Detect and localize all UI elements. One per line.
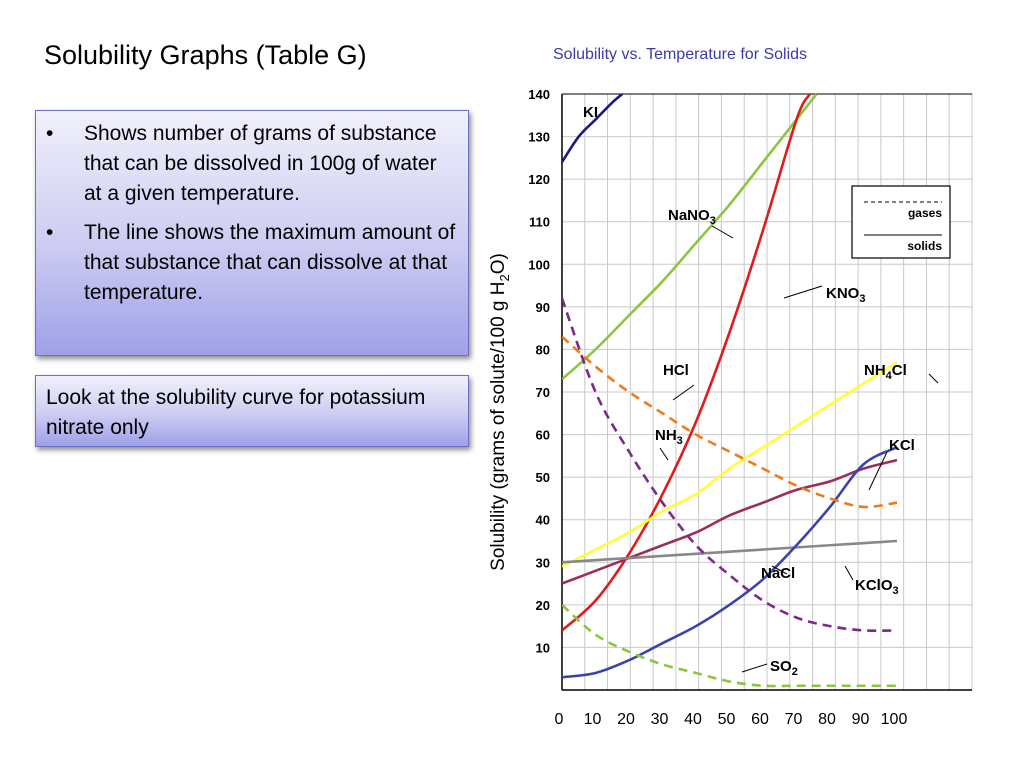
y-tick-label: 120 <box>528 172 550 187</box>
series-line-so2 <box>562 603 897 688</box>
label-leader-line <box>672 384 695 401</box>
y-tick-label: 50 <box>536 470 550 485</box>
x-tick-label: 90 <box>852 711 870 728</box>
series-label-nh4cl: NH4Cl <box>864 362 907 382</box>
label-leader-line <box>741 663 768 673</box>
series-label-kclo3: KClO3 <box>855 577 899 597</box>
series-label-nano3: NaNO3 <box>668 207 716 227</box>
x-tick-label: 30 <box>651 711 669 728</box>
x-tick-label: 60 <box>751 711 769 728</box>
series-line-hcl <box>562 335 898 509</box>
label-leader-line <box>771 565 788 575</box>
y-tick-label: 70 <box>536 385 550 400</box>
y-axis-label: Solubility (grams of solute/100 g H2O) <box>488 253 512 571</box>
series-line-nacl <box>562 539 898 564</box>
label-leader-line <box>868 451 888 491</box>
y-tick-label: 100 <box>528 257 550 272</box>
bullet-item: • The line shows the maximum amount of t… <box>44 218 456 308</box>
x-tick-label: 40 <box>684 711 702 728</box>
series-line-nano3 <box>562 94 818 381</box>
y-tick-label: 40 <box>536 513 550 528</box>
slide-title: Solubility Graphs (Table G) <box>44 40 367 70</box>
x-tick-label: 10 <box>584 711 602 728</box>
series-line-kno3 <box>562 94 812 632</box>
label-leader-line <box>783 285 823 299</box>
x-tick-label: 0 <box>555 711 564 728</box>
label-leader-line <box>844 565 854 581</box>
series-line-ki <box>562 94 624 163</box>
bullet-text: The line shows the maximum amount of tha… <box>84 221 456 304</box>
x-tick-label: 80 <box>818 711 836 728</box>
bullet-text: Shows number of grams of substance that … <box>84 122 437 205</box>
legend-label-solids: solids <box>907 239 942 253</box>
bullet-dot: • <box>46 122 54 145</box>
label-leader-line <box>659 447 669 461</box>
series-label-ki: KI <box>583 104 598 121</box>
bullet-item: • Shows number of grams of substance tha… <box>44 119 456 209</box>
bullet-box: • Shows number of grams of substance tha… <box>35 110 469 356</box>
series-label-kcl: KCl <box>889 437 915 454</box>
y-tick-label: 140 <box>528 87 550 102</box>
series-label-kno3: KNO3 <box>826 285 865 305</box>
series-line-nh3 <box>562 297 898 633</box>
x-tick-label: 20 <box>617 711 635 728</box>
note-text: Look at the solubility curve for potassi… <box>46 386 426 439</box>
series-label-nacl: NaCl <box>761 565 795 582</box>
chart-title: Solubility vs. Temperature for Solids <box>553 46 808 63</box>
x-tick-label: 70 <box>785 711 803 728</box>
series-line-kcl <box>562 458 898 585</box>
y-tick-label: 90 <box>536 300 550 315</box>
y-tick-label: 10 <box>536 640 550 655</box>
y-tick-label: 60 <box>536 428 550 443</box>
label-leader-line <box>928 373 939 384</box>
series-line-kclo3 <box>562 446 898 679</box>
y-tick-label: 80 <box>536 342 550 357</box>
series-label-hcl: HCl <box>663 362 689 379</box>
series-label-so2: SO2 <box>770 658 798 678</box>
series-label-nh3: NH3 <box>655 427 683 447</box>
y-tick-label: 130 <box>528 130 550 145</box>
y-tick-label: 110 <box>529 215 550 230</box>
label-leader-line <box>711 225 734 239</box>
x-tick-label: 50 <box>718 711 736 728</box>
series-line-nh4cl <box>562 361 898 568</box>
legend-label-gases: gases <box>908 206 942 220</box>
bullet-dot: • <box>46 221 54 244</box>
y-tick-label: 20 <box>536 598 550 613</box>
x-tick-label: 100 <box>881 711 908 728</box>
note-box: Look at the solubility curve for potassi… <box>35 375 469 447</box>
y-tick-label: 30 <box>536 555 550 570</box>
legend-box <box>851 185 951 259</box>
